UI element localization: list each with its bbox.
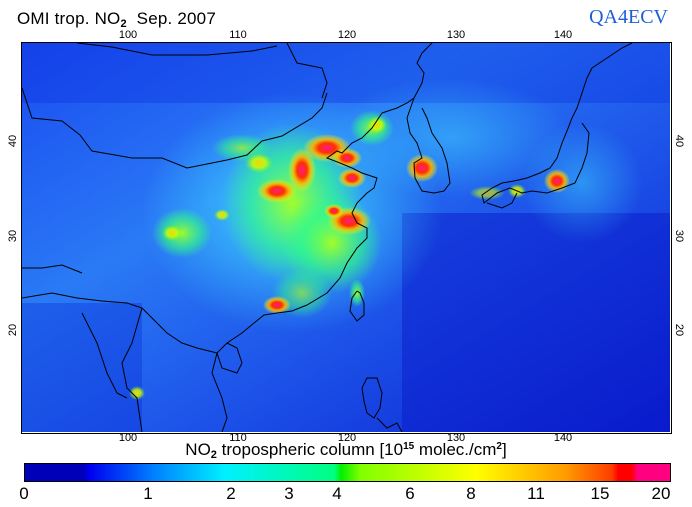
lat-tick-label: 30: [673, 229, 685, 243]
title-date: Sep. 2007: [126, 9, 216, 28]
lat-tick-label: 20: [673, 323, 685, 337]
cb-label-mid2: molec./cm: [414, 440, 497, 459]
colorbar-tick-label: 1: [143, 484, 153, 503]
lon-tick-label: 140: [553, 432, 573, 444]
lon-tick-label: 130: [446, 29, 466, 41]
colorbar-tick-label: 8: [466, 484, 476, 503]
lon-tick-label: 110: [229, 432, 247, 444]
cb-label-end: ]: [501, 440, 507, 459]
lon-tick-label: 140: [553, 29, 573, 41]
colorbar-tick-label: 20: [651, 484, 671, 503]
cb-label-sup: 15: [403, 441, 415, 452]
brand-logo: QA4ECV: [589, 6, 668, 28]
coastlines: [22, 43, 633, 432]
colorbar-tick-label: 4: [332, 484, 342, 503]
cb-label-sup2: 2: [496, 441, 502, 452]
colorbar-tick-label: 15: [590, 484, 610, 503]
colorbar-tick-label: 0: [19, 484, 29, 503]
cb-label-mid: tropospheric column [10: [216, 440, 404, 459]
lat-tick-label: 20: [7, 323, 19, 337]
lat-tick-label: 40: [7, 134, 19, 148]
lat-tick-label: 30: [7, 229, 19, 243]
lon-tick-label: 130: [446, 432, 466, 444]
lon-tick-label: 120: [337, 432, 357, 444]
cb-label-text: NO: [185, 440, 211, 459]
title-subscript: 2: [120, 18, 127, 30]
cb-label-sub: 2: [210, 449, 217, 461]
lat-tick-label: 40: [673, 134, 685, 148]
lon-tick-label: 120: [337, 29, 357, 41]
colorbar-label: NO2 tropospheric column [1015 molec./cm2…: [0, 440, 692, 461]
title-text: OMI trop. NO: [17, 9, 121, 28]
no2-map: [22, 43, 670, 432]
figure-title: OMI trop. NO2 Sep. 2007: [17, 9, 216, 30]
lon-tick-label: 110: [229, 29, 247, 41]
colorbar-tick-label: 6: [405, 484, 415, 503]
colorbar: [24, 463, 671, 482]
colorbar-tick-label: 11: [527, 484, 545, 503]
colorbar-tick-label: 3: [284, 484, 294, 503]
colorbar-tick-label: 2: [226, 484, 236, 503]
map-canvas: [22, 43, 670, 432]
lon-tick-label: 100: [118, 29, 138, 41]
lon-tick-label: 100: [118, 432, 138, 444]
